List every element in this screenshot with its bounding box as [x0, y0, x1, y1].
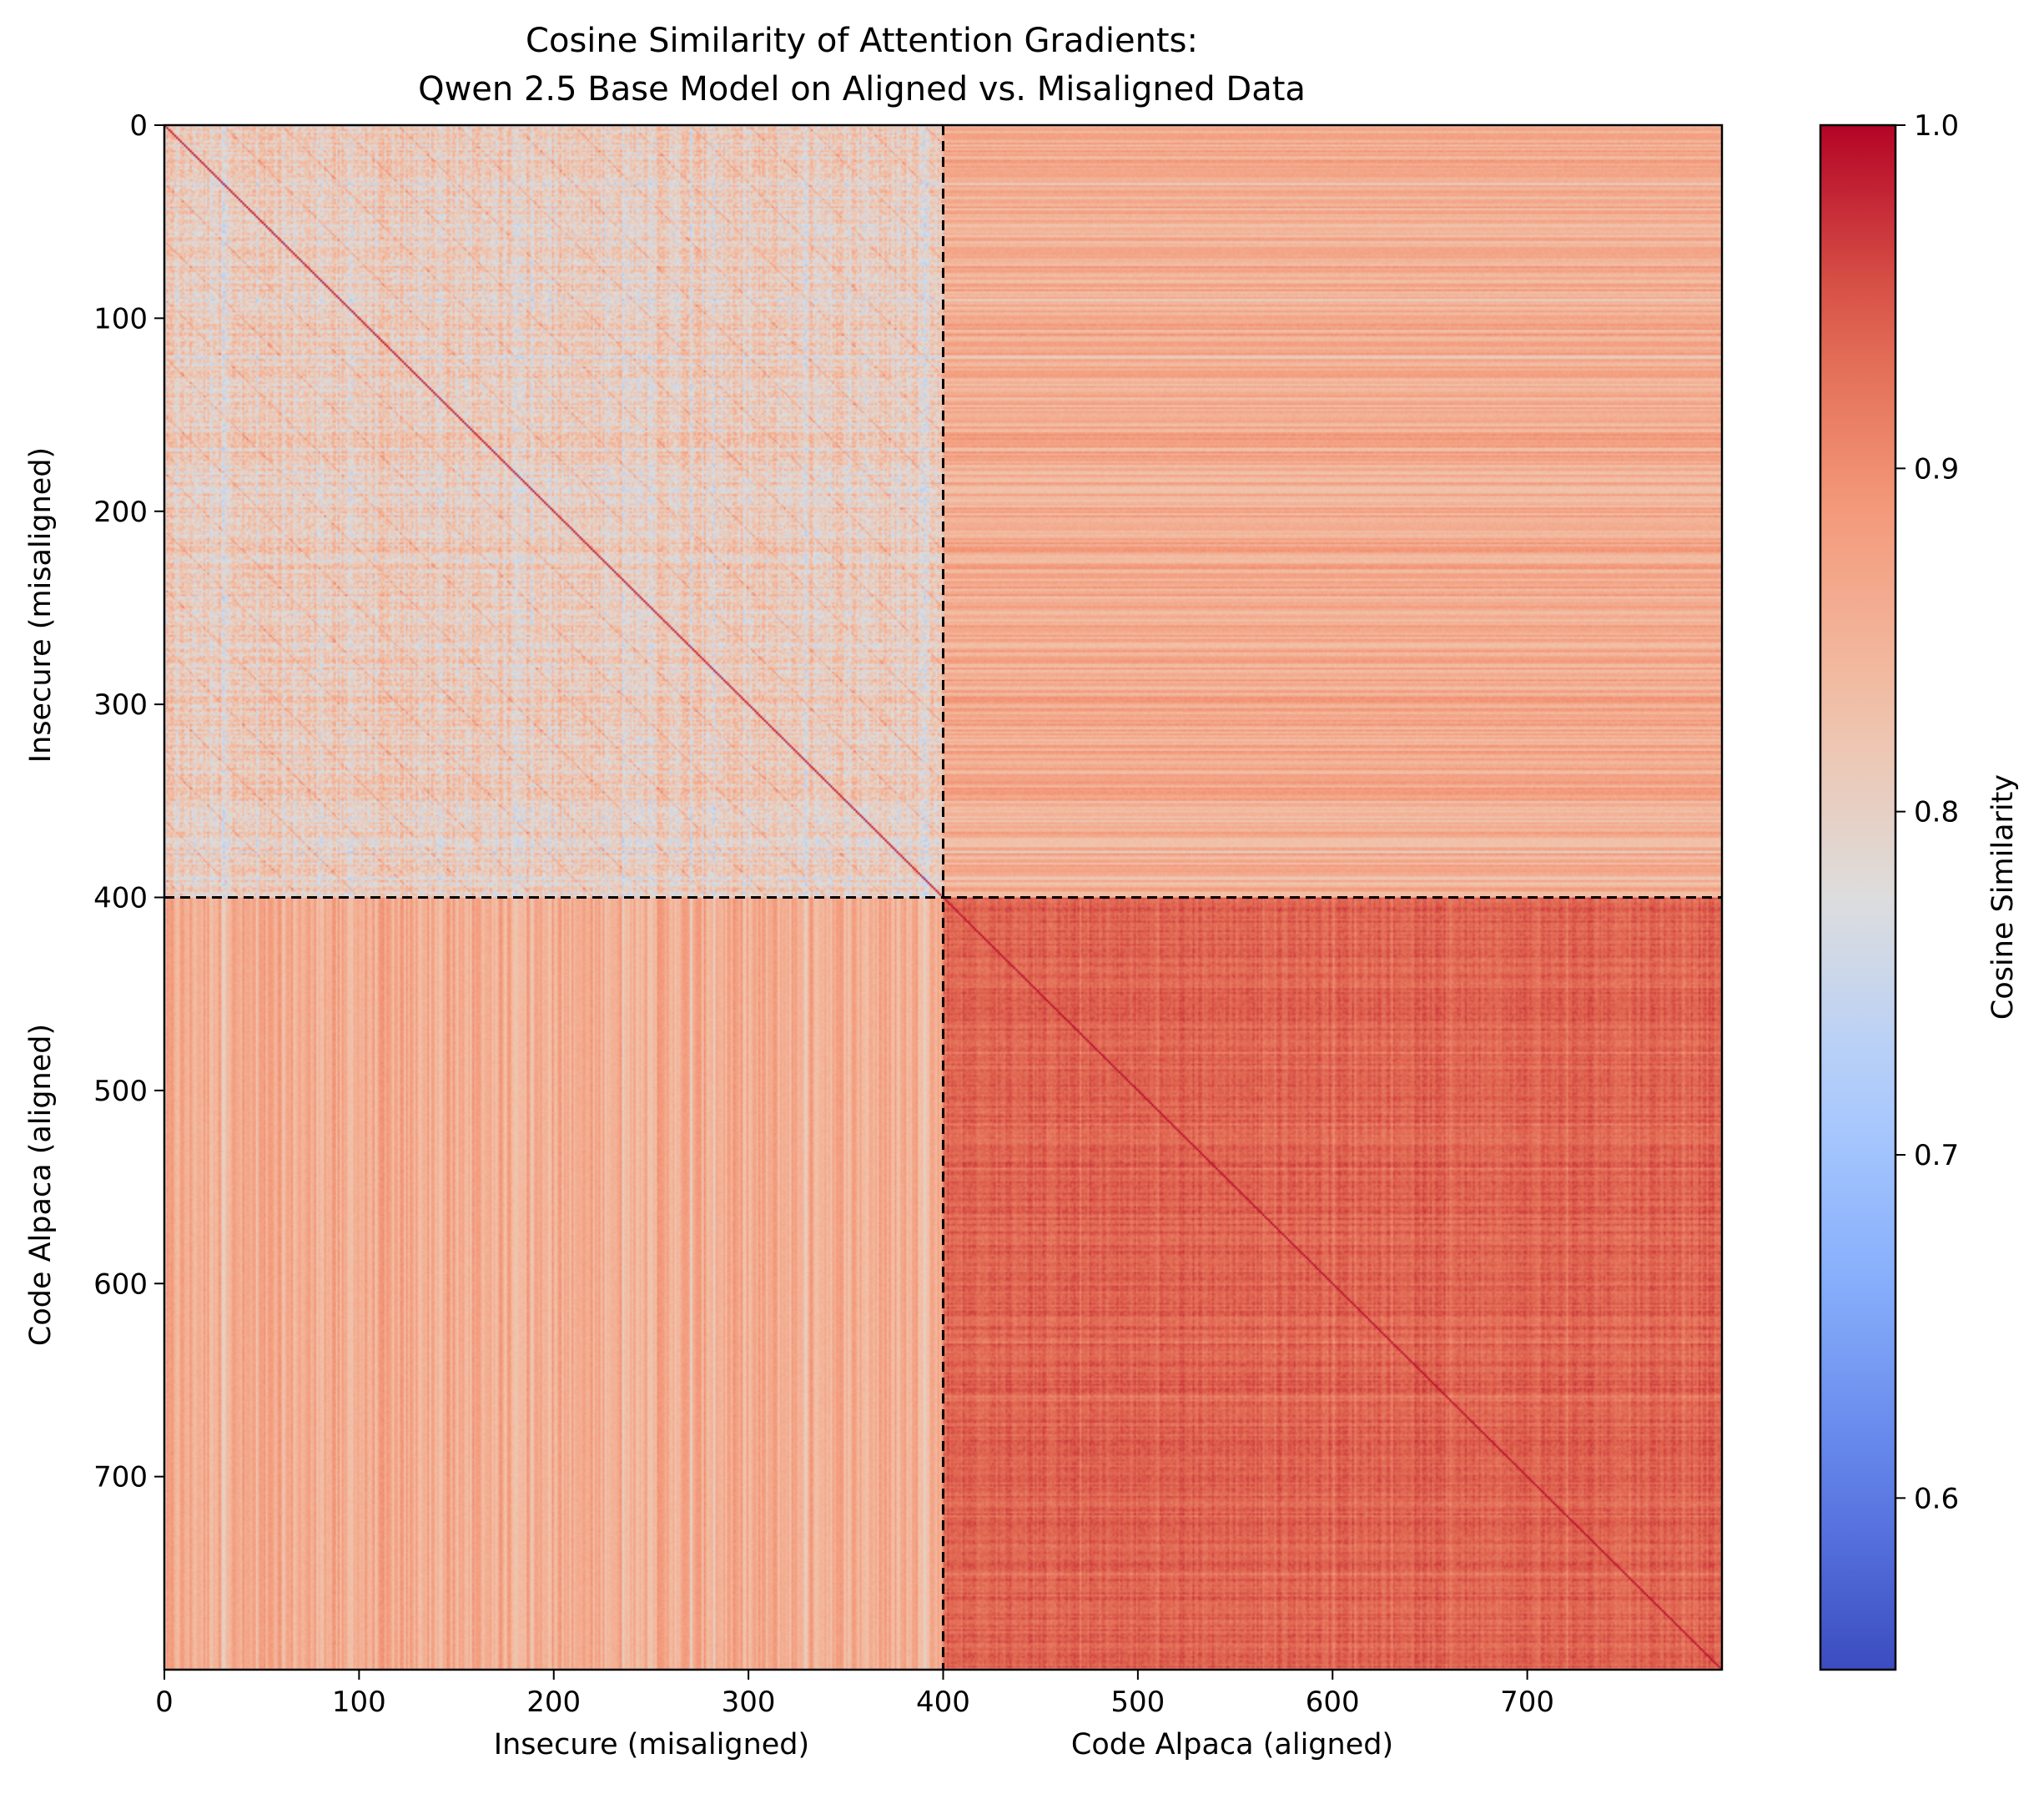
y-tick-label: 200: [93, 496, 148, 529]
colorbar-tick-label: 1.0: [1914, 109, 1959, 143]
y-axis-label-top: Insecure (misaligned): [24, 447, 58, 763]
x-tick-label: 500: [1110, 1686, 1165, 1719]
y-tick-label: 600: [93, 1267, 148, 1301]
colorbar-tick-label: 0.9: [1914, 452, 1959, 486]
y-tick-label: 500: [93, 1075, 148, 1108]
y-tick-label: 400: [93, 882, 148, 915]
chart-subtitle: Qwen 2.5 Base Model on Aligned vs. Misal…: [418, 70, 1306, 108]
x-tick-label: 0: [155, 1686, 174, 1719]
x-tick-label: 300: [722, 1686, 776, 1719]
chart-title: Cosine Similarity of Attention Gradients…: [526, 22, 1198, 60]
colorbar-tick-label: 0.8: [1914, 796, 1959, 829]
x-tick-label: 200: [526, 1686, 581, 1719]
x-axis-label-left: Insecure (misaligned): [494, 1728, 809, 1761]
colorbar-tick-label: 0.7: [1914, 1139, 1959, 1172]
y-tick-label: 100: [93, 302, 148, 335]
x-axis-label-right: Code Alpaca (aligned): [1071, 1728, 1393, 1761]
y-axis-ticks: 0 100 200 300 400 500 600 700: [93, 109, 164, 1494]
colorbar-ticks: 0.6 0.7 0.8 0.9 1.0: [1895, 109, 1959, 1515]
y-tick-label: 0: [129, 109, 148, 143]
x-axis-ticks: 0 100 200 300 400 500 600 700: [155, 1670, 1554, 1719]
colorbar: [1819, 123, 1897, 1671]
y-axis-label-bottom: Code Alpaca (aligned): [24, 1024, 58, 1346]
group-boundary-lines: [164, 125, 1722, 1670]
x-tick-label: 400: [916, 1686, 970, 1719]
colorbar-label: Cosine Similarity: [1986, 774, 2020, 1020]
x-tick-label: 700: [1500, 1686, 1554, 1719]
y-tick-label: 700: [93, 1461, 148, 1494]
y-tick-label: 300: [93, 688, 148, 722]
colorbar-tick-label: 0.6: [1914, 1482, 1959, 1515]
x-tick-label: 100: [332, 1686, 386, 1719]
x-tick-label: 600: [1306, 1686, 1360, 1719]
